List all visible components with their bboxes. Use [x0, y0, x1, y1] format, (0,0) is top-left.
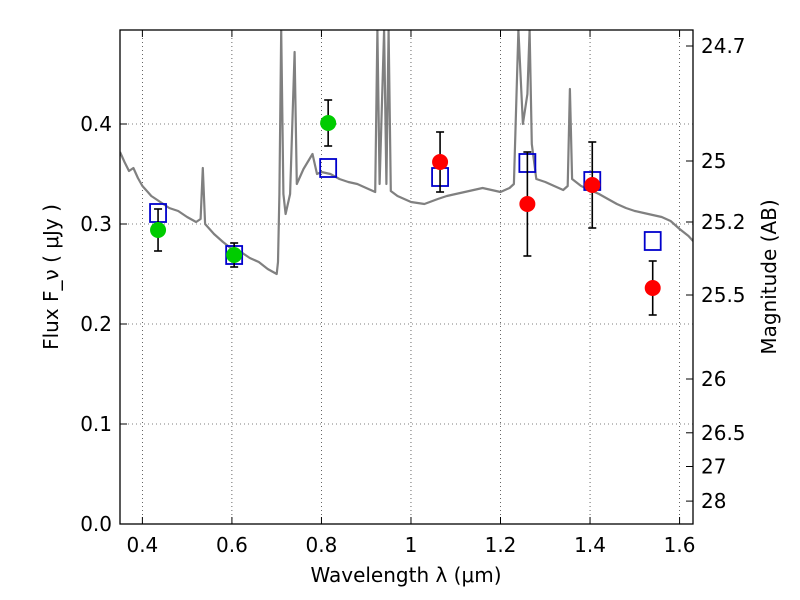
grid-lines — [120, 30, 693, 525]
y2-tick-label: 25.5 — [701, 283, 746, 307]
x-tick-label: 1.4 — [574, 533, 606, 557]
y2-tick-label: 26.5 — [701, 421, 746, 445]
observed-flux-point — [226, 247, 243, 263]
observed-flux-point — [519, 196, 536, 212]
y2-tick-label: 24.7 — [701, 34, 746, 58]
x-axis-label: Wavelength λ (μm) — [310, 563, 501, 587]
observed-flux-point — [584, 177, 601, 193]
model-flux-square — [319, 158, 338, 178]
y2-axis-label: Magnitude (AB) — [757, 199, 781, 354]
y-axis-label: Flux F_ν ( μJy ) — [39, 204, 63, 350]
y2-tick-label: 26 — [701, 367, 726, 391]
x-tick-label: 1.6 — [664, 533, 696, 557]
observed-flux-point — [320, 115, 337, 131]
x-tick-label: 1.2 — [485, 533, 517, 557]
y-tick-label: 0.2 — [80, 312, 112, 336]
observed-flux-point — [644, 280, 661, 296]
observed-flux-point — [432, 154, 449, 170]
y2-tick-label: 25 — [701, 149, 726, 173]
y2-tick-label: 25.2 — [701, 210, 746, 234]
x-tick-label: 0.4 — [126, 533, 158, 557]
y2-tick-label: 27 — [701, 455, 726, 479]
axes-frame — [119, 29, 694, 525]
y-tick-label: 0.4 — [80, 112, 112, 136]
y-tick-label: 0.1 — [80, 412, 112, 436]
model-flux-square — [643, 231, 662, 251]
plot-area — [120, 30, 693, 316]
observed-flux-point — [150, 222, 167, 238]
model-spectrum-line — [120, 30, 693, 276]
y-tick-label: 0.3 — [80, 212, 112, 236]
axis-ticks: 0.4 0.6 0.8 1 1.2 1.4 1.6 0.0 0.1 0.2 0.3 0.4 24.7 25… — [80, 30, 746, 557]
x-tick-label: 0.6 — [216, 533, 248, 557]
x-tick-label: 1 — [405, 533, 418, 557]
x-tick-label: 0.8 — [306, 533, 338, 557]
y2-tick-label: 28 — [701, 489, 726, 513]
y-tick-label: 0.0 — [80, 512, 112, 536]
